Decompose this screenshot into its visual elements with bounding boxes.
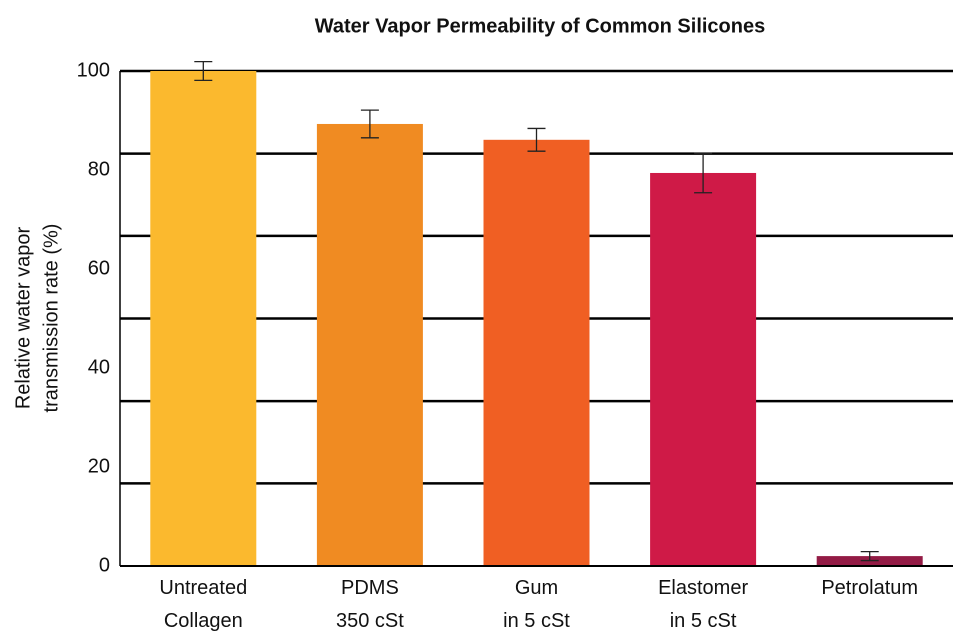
- x-tick-label: Elastomer in 5 cSt: [658, 577, 748, 632]
- chart-title: Water Vapor Permeability of Common Silic…: [315, 15, 765, 37]
- y-tick-label: 80: [88, 158, 110, 180]
- bar: [650, 172, 757, 566]
- bar: [483, 139, 590, 566]
- x-tick-label: Gum in 5 cSt: [503, 577, 570, 632]
- y-axis-label: transmission rate (%): [40, 224, 62, 413]
- y-tick-label: 60: [88, 257, 110, 279]
- x-tick-label: PDMS 350 cSt: [336, 577, 404, 632]
- x-tick-label: Untreated Collagen: [159, 577, 247, 632]
- y-tick-label: 40: [88, 356, 110, 378]
- y-tick-label: 0: [99, 554, 110, 576]
- bar: [150, 71, 257, 566]
- x-tick-label: Petrolatum: [821, 577, 918, 599]
- y-tick-label: 20: [88, 455, 110, 477]
- y-axis-label: Relative water vapor: [12, 227, 34, 410]
- y-tick-label: 100: [77, 59, 110, 81]
- bar: [316, 123, 423, 566]
